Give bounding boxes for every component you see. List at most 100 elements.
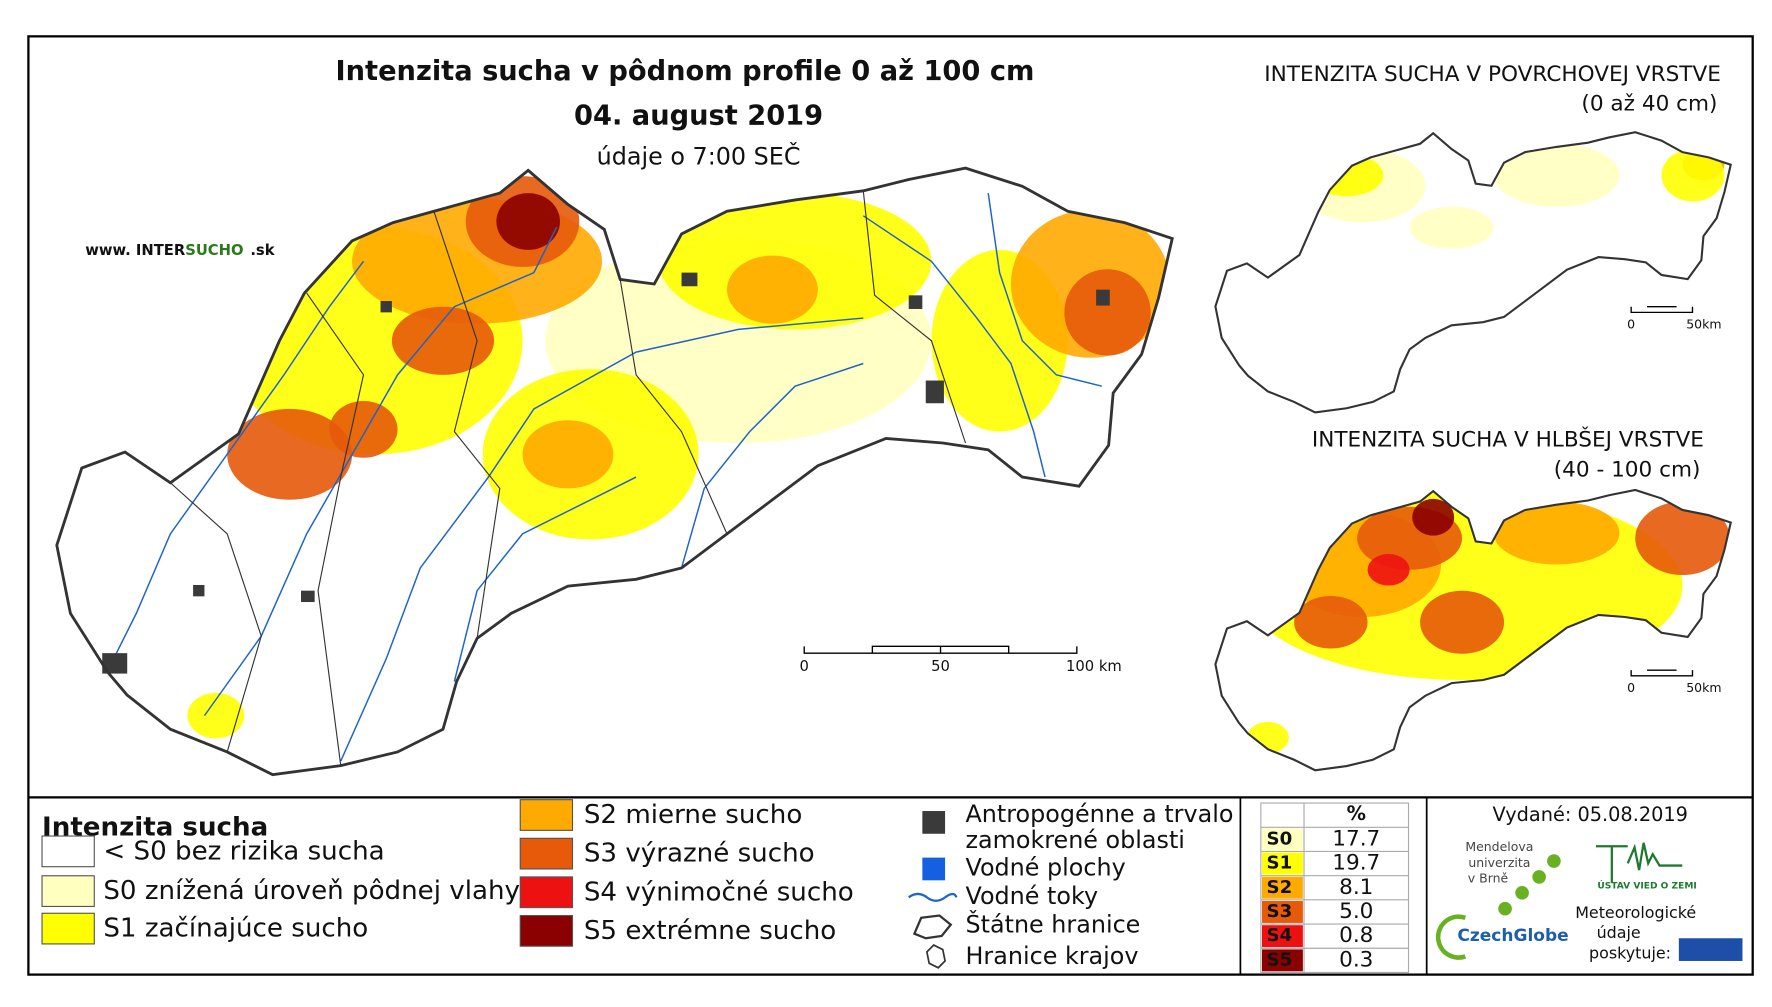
river <box>987 192 1102 387</box>
website-part: SUCHO <box>185 242 243 259</box>
drought-area <box>1635 501 1730 576</box>
logo-text: v Brně <box>1468 871 1509 886</box>
logos: Mendelova univerzita v Brně CzechGlobe Ú… <box>1435 839 1743 963</box>
river <box>203 226 558 717</box>
legend-swatch <box>519 837 574 870</box>
drought-area <box>726 255 818 324</box>
table-frame <box>1260 802 1410 974</box>
urban-area <box>908 295 923 309</box>
class-cell <box>1261 949 1303 972</box>
urban-area <box>380 301 392 313</box>
river <box>862 215 1046 478</box>
logo-dot <box>1547 854 1561 868</box>
drought-area <box>391 306 495 375</box>
inset-subtitle: (0 až 40 cm) <box>1581 92 1717 117</box>
legend-swatch <box>519 876 574 909</box>
main-map <box>55 166 1174 777</box>
river <box>453 476 637 682</box>
scale-bars <box>803 306 1694 677</box>
symbol-label: Hranice krajov <box>966 942 1139 970</box>
legend-label: S1 začínajúce sucho <box>103 914 368 944</box>
legend-swatch <box>41 912 95 945</box>
urban-area <box>301 590 315 603</box>
river <box>340 317 864 762</box>
symbol-label: zamokrené oblasti <box>966 826 1185 854</box>
issued-date: Vydané: 05.08.2019 <box>1493 803 1688 826</box>
symbol-legend: Antropogénne a trvalo zamokrené oblasti … <box>908 800 1234 970</box>
logo-arc <box>1435 914 1467 960</box>
scale-label: 0 <box>800 658 809 675</box>
logo-text: Mendelova <box>1465 839 1533 854</box>
river <box>680 362 864 569</box>
drought-area <box>227 408 353 500</box>
drought-area <box>1367 554 1410 586</box>
legend-label: S0 znížená úroveň pôdnej vlahy <box>103 876 520 906</box>
scale-label: 0 <box>1627 680 1635 695</box>
class-label: S4 <box>1267 925 1293 946</box>
class-percent: 19.7 <box>1332 851 1380 876</box>
legend-label: S3 výrazné sucho <box>584 839 815 869</box>
legend-swatch <box>519 799 574 831</box>
drought-area <box>522 420 614 489</box>
drought-area <box>1409 206 1494 249</box>
urban-areas <box>102 272 1110 674</box>
urban-icon <box>922 811 946 834</box>
drought-area <box>1294 596 1368 649</box>
table-header: % <box>1347 802 1366 825</box>
class-cell <box>1261 925 1303 948</box>
logo-mark <box>1595 842 1683 883</box>
urban-area <box>925 380 944 404</box>
scale-label: 100 km <box>1066 658 1122 675</box>
region-border <box>862 190 967 444</box>
water-icon <box>922 857 946 881</box>
border-icon <box>912 914 953 940</box>
class-percent: 0.8 <box>1339 923 1373 948</box>
class-cell <box>1261 876 1303 899</box>
legend-swatch <box>519 914 574 947</box>
website-part: .sk <box>250 242 275 259</box>
drought-areas <box>181 176 1170 739</box>
rivers <box>107 192 1102 762</box>
inset-title: INTENZITA SUCHA V POVRCHOVEJ VRSTVE <box>1264 62 1721 87</box>
drought-area <box>329 400 398 458</box>
logo-text: CzechGlobe <box>1457 926 1568 946</box>
website-part: www. INTER <box>85 242 186 259</box>
inset-subtitle: (40 - 100 cm) <box>1554 457 1701 482</box>
map-title: Intenzita sucha v pôdnom profile 0 až 10… <box>336 56 1035 87</box>
region-border <box>433 211 501 639</box>
class-label: S2 <box>1267 877 1293 898</box>
logo-text: údaje <box>1597 923 1641 942</box>
class-cell <box>1261 900 1303 923</box>
urban-area <box>681 272 698 287</box>
urban-area <box>1096 289 1110 306</box>
logo-text: Meteorologické <box>1575 903 1696 922</box>
symbol-label: Antropogénne a trvalo <box>966 800 1234 828</box>
class-cell <box>1261 852 1303 875</box>
scale-label: 50km <box>1686 316 1721 331</box>
legend-label: < S0 bez rizika sucha <box>103 836 384 866</box>
symbol-label: Štátne hranice <box>966 910 1141 938</box>
legend: < S0 bez rizika sucha S0 znížená úroveň p… <box>41 799 854 947</box>
urban-area <box>102 653 128 674</box>
inset-title: INTENZITA SUCHA V HLBŠEJ VRSTVE <box>1312 427 1704 453</box>
stats-table: % S0 17.7 S1 19.7 S2 8.1 S3 5.0 S4 0.8 S5 0.3 <box>1260 802 1410 974</box>
logo-dot <box>1532 870 1546 884</box>
class-label: S0 <box>1267 828 1293 849</box>
legend-swatch <box>41 835 95 868</box>
website: www. INTERSUCHO .sk <box>85 242 276 259</box>
symbol-label: Vodné toky <box>966 882 1099 910</box>
scale-bar <box>1630 669 1694 677</box>
river-icon <box>908 892 958 902</box>
drought-area <box>1064 269 1151 356</box>
class-percent: 17.7 <box>1332 826 1380 851</box>
drought-area <box>1412 498 1455 536</box>
scale-bar <box>803 645 1078 654</box>
scale-bar <box>1630 306 1694 314</box>
logo-text: univerzita <box>1468 855 1530 870</box>
region-border <box>619 279 728 535</box>
class-percent: 5.0 <box>1339 899 1373 924</box>
scale-label: 50 <box>931 658 950 675</box>
logo-text: poskytuje: <box>1589 944 1671 963</box>
